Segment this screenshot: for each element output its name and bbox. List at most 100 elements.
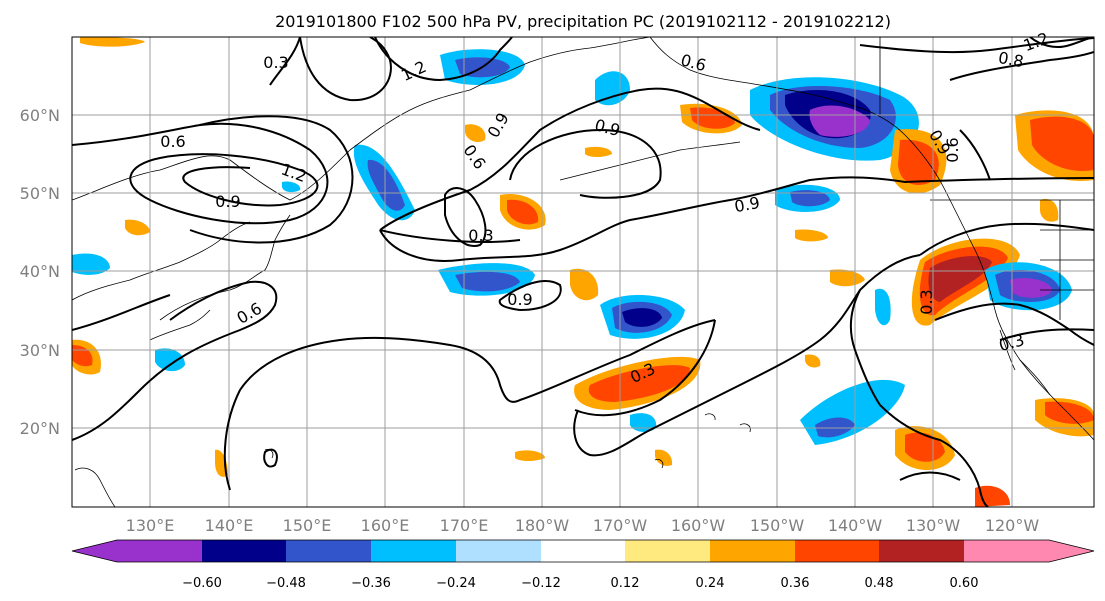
coastline-alaska bbox=[649, 37, 906, 136]
positive-anomaly-small bbox=[125, 219, 150, 236]
lat-label: 20°N bbox=[20, 419, 60, 438]
colorbar-segment bbox=[795, 540, 879, 562]
positive-anomaly-small bbox=[655, 449, 673, 466]
lon-label: 130°E bbox=[126, 516, 175, 535]
lat-label: 30°N bbox=[20, 341, 60, 360]
pv-contour bbox=[223, 319, 716, 491]
positive-anomaly-north-pacific bbox=[507, 199, 539, 225]
colorbar-tick-label: 0.12 bbox=[611, 576, 640, 591]
lon-label: 140°E bbox=[205, 516, 254, 535]
pv-contour bbox=[509, 128, 662, 199]
pv-contour bbox=[379, 176, 1094, 262]
coastline-japan-south bbox=[149, 309, 211, 341]
colorbar-tick-label: 0.48 bbox=[865, 576, 894, 591]
negative-anomaly-small bbox=[630, 413, 657, 432]
coastline-island bbox=[264, 449, 274, 459]
positive-anomaly-small bbox=[795, 229, 828, 242]
coastline-north-america bbox=[904, 134, 1094, 441]
colorbar-segment bbox=[371, 540, 456, 562]
colorbar-segment bbox=[710, 540, 795, 562]
pv-contour bbox=[999, 328, 1094, 341]
colorbar-segment bbox=[202, 540, 286, 562]
positive-anomaly-small bbox=[585, 146, 612, 157]
pv-contour bbox=[299, 37, 392, 102]
positive-anomaly-small bbox=[465, 124, 486, 143]
contour-label: 0.9 bbox=[733, 193, 761, 216]
colorbar-segment bbox=[879, 540, 964, 562]
colorbar-ticks: −0.60 −0.48 −0.36 −0.24 −0.12 0.12 0.24 … bbox=[182, 576, 978, 591]
lon-label: 170°W bbox=[593, 516, 648, 535]
colorbar-tick-label: −0.12 bbox=[521, 576, 561, 591]
negative-anomaly-central-pacific bbox=[622, 308, 662, 327]
colorbar-segment bbox=[625, 540, 710, 562]
contour-label: 0.6 bbox=[943, 137, 962, 162]
pv-contour bbox=[959, 129, 991, 181]
negative-anomaly-gulf bbox=[790, 190, 830, 207]
positive-anomaly-pacific-northwest bbox=[898, 139, 939, 185]
positive-anomaly-small bbox=[515, 450, 545, 461]
contour-label: 0.3 bbox=[468, 226, 493, 245]
pv-contour bbox=[72, 122, 329, 225]
precip-shading bbox=[72, 37, 1094, 507]
pv-contour bbox=[574, 319, 716, 417]
lat-label: 50°N bbox=[20, 184, 60, 203]
pv-contour bbox=[374, 37, 513, 82]
lon-label: 140°W bbox=[828, 516, 883, 535]
lon-label: 150°E bbox=[283, 516, 332, 535]
negative-anomaly-west bbox=[72, 253, 110, 275]
longitude-labels: 130°E 140°E 150°E 160°E 170°E 180°W 170°… bbox=[126, 516, 1040, 535]
negative-anomaly-small bbox=[875, 288, 891, 326]
pv-contour bbox=[859, 37, 1094, 54]
coastlines bbox=[72, 37, 1094, 507]
positive-anomaly-small bbox=[570, 268, 599, 301]
coastline-island bbox=[704, 413, 716, 421]
negative-anomaly-subtropical bbox=[815, 417, 855, 438]
pv-contour bbox=[189, 115, 354, 244]
contour-label: 0.8 bbox=[997, 48, 1025, 71]
positive-anomaly-hawaii-east bbox=[905, 432, 945, 462]
positive-anomaly-small bbox=[80, 37, 145, 47]
contour-label: 0.3 bbox=[917, 289, 936, 314]
map-frame bbox=[71, 36, 1095, 508]
pv-contour bbox=[1029, 37, 1094, 48]
pv-contour bbox=[72, 294, 171, 331]
pv-contour bbox=[263, 448, 278, 468]
pv-contour bbox=[444, 187, 487, 247]
negative-anomaly-us-interior bbox=[1010, 278, 1052, 298]
pv-contour bbox=[498, 280, 562, 312]
map-panel: 0.3 1.2 0.6 0.9 0.6 1.2 0.9 0.9 0.6 0.3 … bbox=[20, 29, 1095, 535]
coastline-kamchatka bbox=[469, 37, 651, 91]
colorbar-segment bbox=[72, 540, 202, 562]
negative-anomaly-small bbox=[282, 181, 301, 193]
colorbar-tick-label: 0.36 bbox=[781, 576, 810, 591]
contour-label: 0.6 bbox=[160, 132, 185, 151]
contour-label: 0.9 bbox=[507, 290, 532, 309]
coastline-island bbox=[74, 467, 116, 507]
positive-anomaly-small bbox=[1040, 199, 1059, 222]
colorbar-segment bbox=[541, 540, 625, 562]
positive-anomaly-northeast bbox=[1030, 116, 1094, 171]
colorbar-segment bbox=[964, 540, 1094, 562]
positive-anomaly-small bbox=[805, 354, 821, 368]
pv-contour bbox=[699, 99, 761, 131]
positive-anomaly-small bbox=[830, 269, 865, 287]
lon-label: 160°W bbox=[671, 516, 726, 535]
negative-anomaly-bering bbox=[595, 71, 630, 106]
colorbar-segment bbox=[456, 540, 541, 562]
colorbar-outline bbox=[71, 539, 1095, 563]
pv-contours bbox=[72, 37, 1094, 507]
colorbar-tick-label: −0.60 bbox=[182, 576, 222, 591]
lat-label: 60°N bbox=[20, 106, 60, 125]
contour-label: 0.3 bbox=[263, 53, 288, 72]
coastline-island bbox=[739, 423, 751, 433]
lon-label: 120°W bbox=[985, 516, 1040, 535]
negative-anomaly-japan-south bbox=[155, 348, 185, 372]
negative-anomaly-dateline bbox=[455, 271, 520, 292]
contour-label: 0.9 bbox=[215, 192, 240, 211]
pv-contour bbox=[934, 302, 1094, 346]
latitude-labels: 60°N 50°N 40°N 30°N 20°N bbox=[20, 106, 60, 438]
positive-anomaly-east-tropical bbox=[1045, 401, 1094, 424]
coastline-baja bbox=[999, 329, 1016, 371]
pv-contour bbox=[899, 471, 961, 481]
